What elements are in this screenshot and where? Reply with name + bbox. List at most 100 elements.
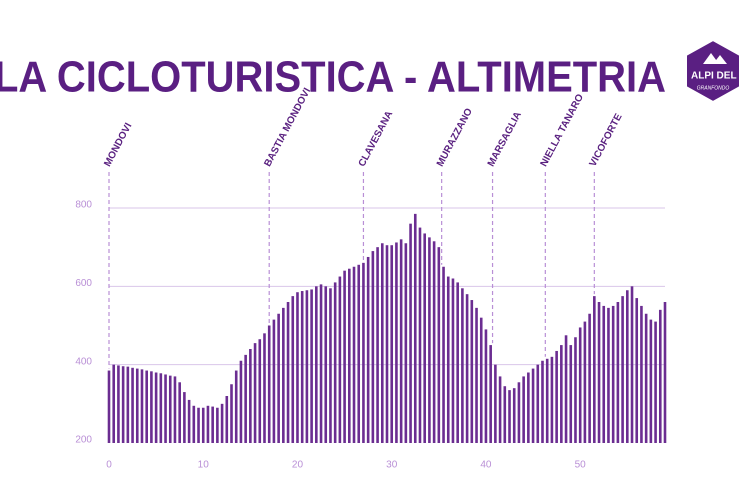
x-tick-label: 0 bbox=[106, 460, 112, 471]
bar bbox=[479, 317, 483, 443]
bar bbox=[305, 290, 309, 443]
bar bbox=[578, 327, 582, 443]
bar bbox=[442, 266, 445, 443]
bar bbox=[451, 278, 455, 443]
annotation-label: MURAZZANO bbox=[435, 106, 475, 168]
bar bbox=[286, 302, 290, 443]
bar bbox=[456, 282, 459, 443]
bar bbox=[239, 360, 243, 443]
bar bbox=[310, 289, 313, 443]
bar bbox=[267, 325, 271, 443]
chart-title: LA CICLOTURISTICA - ALTIMETRIA bbox=[0, 53, 666, 102]
bar bbox=[371, 251, 375, 443]
bar bbox=[527, 372, 530, 443]
bar bbox=[329, 288, 332, 443]
logo-subtitle: GRANFONDO bbox=[697, 85, 730, 91]
bar bbox=[418, 227, 422, 443]
bar bbox=[555, 350, 558, 443]
bar bbox=[512, 388, 516, 443]
bar bbox=[258, 339, 262, 443]
bar bbox=[126, 366, 130, 443]
bar bbox=[187, 399, 191, 443]
bar bbox=[315, 286, 318, 443]
bar bbox=[366, 256, 370, 443]
bar bbox=[630, 286, 634, 443]
bar bbox=[446, 276, 450, 443]
bar bbox=[409, 223, 412, 443]
y-tick-label: 600 bbox=[75, 278, 92, 289]
bar bbox=[357, 264, 361, 443]
bar bbox=[154, 372, 158, 443]
bar bbox=[644, 313, 648, 443]
bar bbox=[343, 270, 346, 443]
bar bbox=[635, 298, 639, 443]
bar bbox=[263, 333, 266, 443]
bar bbox=[385, 245, 389, 443]
logo: ALPI DEL MARE GRANFONDO bbox=[685, 38, 741, 104]
y-tick-label: 800 bbox=[75, 200, 92, 211]
bar bbox=[536, 364, 540, 443]
bar bbox=[282, 307, 285, 443]
bar bbox=[494, 364, 497, 443]
bar bbox=[211, 406, 214, 443]
bar bbox=[168, 375, 172, 443]
bar bbox=[484, 329, 488, 443]
bar bbox=[531, 368, 535, 443]
bar bbox=[640, 305, 643, 443]
bar bbox=[541, 360, 544, 443]
bar bbox=[348, 268, 351, 443]
logo-mountain bbox=[703, 53, 719, 64]
bar bbox=[107, 370, 111, 443]
bar bbox=[150, 371, 153, 443]
bar bbox=[611, 305, 615, 443]
annotation-label: MONDOVI bbox=[102, 121, 134, 169]
bar bbox=[399, 239, 403, 443]
bar bbox=[437, 247, 441, 443]
bar bbox=[432, 241, 436, 443]
bar bbox=[277, 313, 280, 443]
bar bbox=[607, 307, 610, 443]
bar bbox=[517, 382, 521, 443]
logo-hexagon bbox=[685, 38, 741, 104]
bar bbox=[475, 307, 478, 443]
bar bbox=[404, 243, 408, 443]
bar bbox=[234, 370, 238, 443]
bar bbox=[616, 302, 620, 443]
bar bbox=[569, 345, 573, 443]
bar bbox=[131, 367, 134, 443]
x-tick-label: 30 bbox=[386, 460, 398, 471]
bar bbox=[362, 262, 365, 443]
bar bbox=[461, 288, 464, 443]
bar bbox=[173, 376, 177, 443]
bar bbox=[489, 345, 492, 443]
bar bbox=[249, 349, 252, 443]
bar bbox=[145, 370, 148, 443]
bar bbox=[621, 296, 624, 443]
bar bbox=[654, 321, 657, 443]
bar bbox=[216, 407, 219, 443]
bar bbox=[588, 313, 591, 443]
annotation-label: NIELLA TANARO bbox=[539, 92, 587, 168]
bar bbox=[395, 242, 398, 443]
annotation-label: VICOFORTE bbox=[588, 112, 625, 169]
logo-title: ALPI DEL MARE bbox=[691, 71, 741, 82]
bar bbox=[574, 337, 577, 443]
annotation-label: MARSAGLIA bbox=[486, 110, 524, 169]
bar bbox=[225, 396, 229, 443]
annotation-label: CLAVESANA bbox=[357, 109, 396, 168]
bar bbox=[522, 376, 525, 443]
bar bbox=[206, 405, 210, 443]
bar bbox=[201, 407, 205, 443]
y-tick-label: 200 bbox=[75, 435, 92, 446]
bar bbox=[333, 282, 337, 443]
x-tick-label: 10 bbox=[198, 460, 210, 471]
bar bbox=[423, 233, 426, 443]
bar bbox=[291, 296, 295, 443]
bar bbox=[324, 286, 328, 443]
bar bbox=[178, 382, 181, 443]
bar bbox=[626, 290, 629, 443]
bar bbox=[597, 302, 601, 443]
bar bbox=[508, 390, 511, 443]
logo-mountain bbox=[713, 55, 727, 64]
